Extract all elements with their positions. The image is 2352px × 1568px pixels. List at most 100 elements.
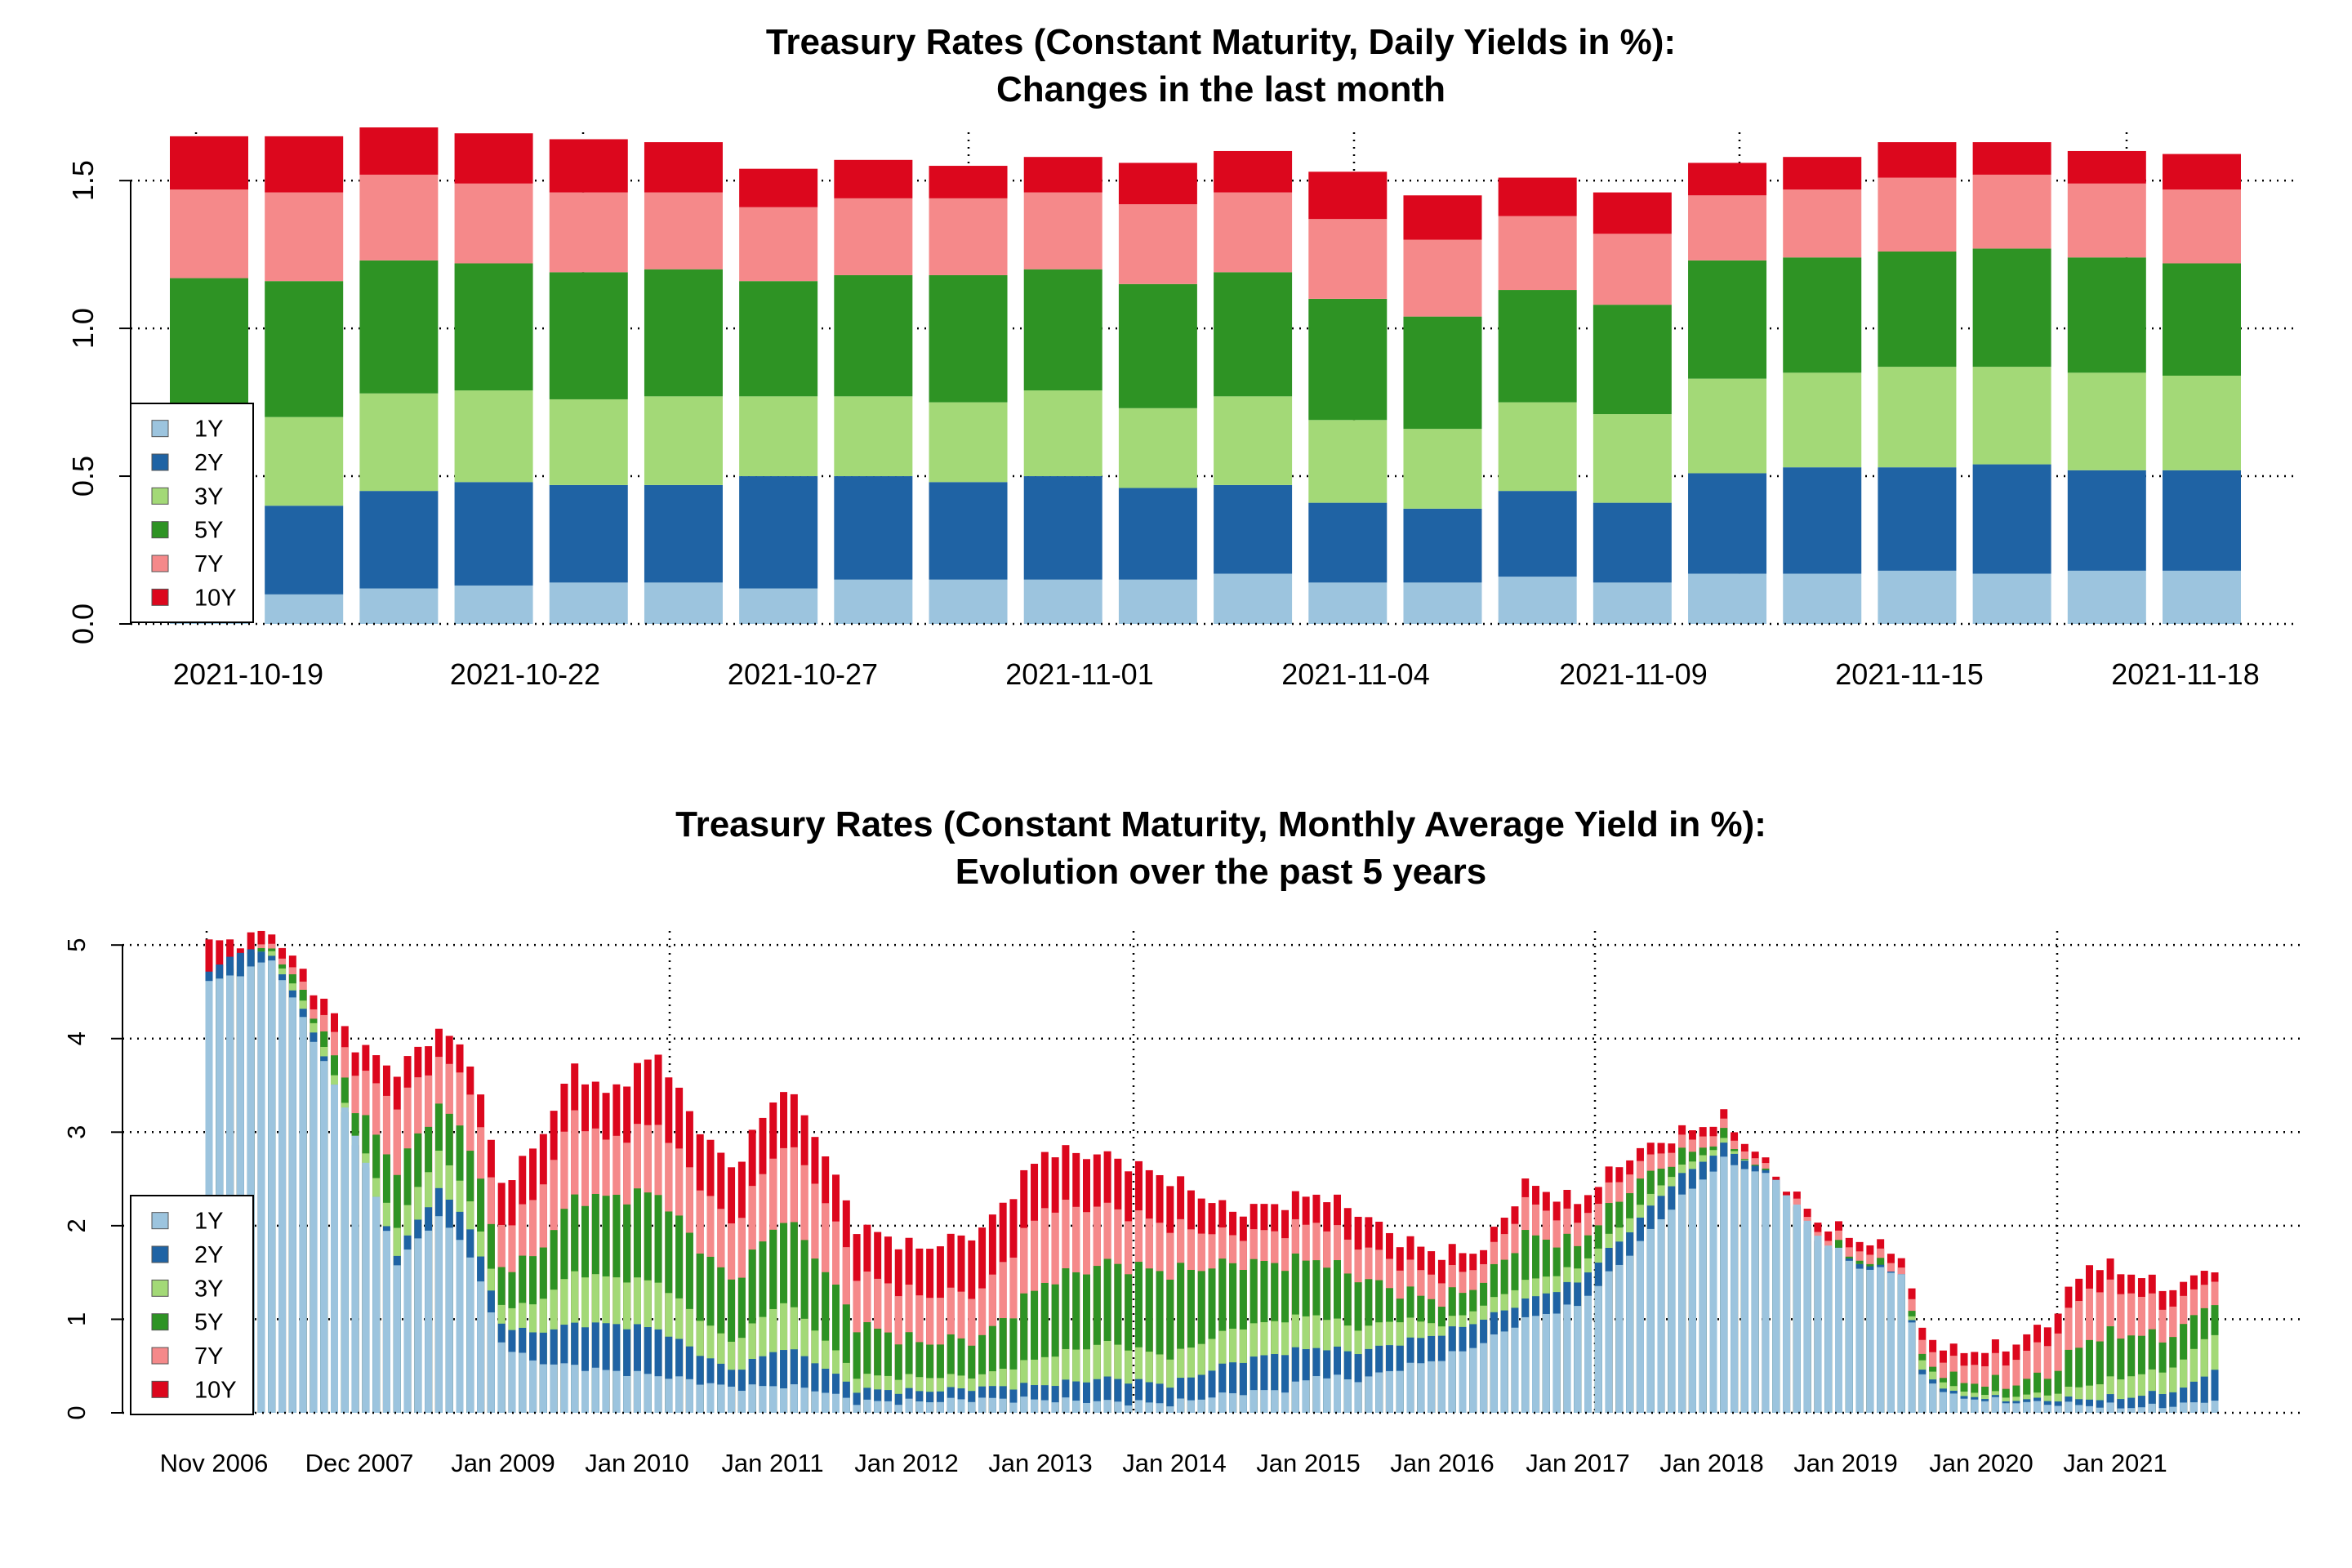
bar-2y (1177, 1378, 1185, 1413)
bar-1y (1385, 1370, 1393, 1413)
month-bar-group (2189, 1275, 2198, 1413)
month-bar-group (1239, 1216, 1247, 1413)
month-bar-group (1511, 1206, 1519, 1413)
month-bar-group (947, 1233, 955, 1413)
bar-1y (1584, 1295, 1592, 1413)
bar-5y (1051, 1284, 1059, 1413)
bar-1y (1218, 1392, 1227, 1413)
bar-1y (926, 1402, 934, 1413)
month-bar-group (268, 934, 276, 1413)
bar-segment-7y (1783, 189, 1862, 258)
bar-segment-5y (1403, 316, 1482, 430)
bar-stack (265, 136, 344, 624)
bar-2y (644, 1327, 652, 1413)
bar-5y (1009, 1318, 1018, 1413)
bar-2y (2180, 1388, 2188, 1413)
legend-label-7y: 7Y (194, 1343, 223, 1370)
month-bar-group (581, 1084, 589, 1413)
month-bar-group (602, 1093, 610, 1413)
bar-5y (842, 1304, 850, 1413)
bar-2y (1281, 1355, 1290, 1413)
bar-segment-5y (1972, 248, 2051, 368)
bar-segment-10y (1023, 157, 1102, 193)
legend-swatch-5y (151, 521, 169, 539)
bar-segment-10y (929, 166, 1008, 198)
bar-2y (1166, 1388, 1174, 1413)
bar-1y (623, 1375, 631, 1413)
month-bar-group (372, 1055, 381, 1413)
month-bar-group (1125, 1171, 1133, 1413)
month-bar-group (1260, 1204, 1268, 1413)
bar-3y (1093, 1344, 1101, 1413)
bar-1y (884, 1401, 892, 1413)
bar-1y (1396, 1370, 1404, 1413)
legend-box (130, 1195, 254, 1415)
month-bar-group (988, 1214, 996, 1413)
bar-2y (675, 1339, 684, 1413)
month-bar-group (2034, 1325, 2042, 1413)
bar-3y (1166, 1359, 1174, 1413)
legend-swatch-1y (151, 1212, 169, 1230)
bar-segment-7y (644, 192, 723, 270)
bar-5y (874, 1328, 882, 1413)
bar-5y (1062, 1268, 1070, 1413)
bar-1y (331, 1085, 338, 1413)
month-bar-group (675, 1087, 684, 1413)
bar-5y (978, 1334, 987, 1413)
month-bar-group (1375, 1221, 1383, 1413)
bar-segment-5y (1592, 305, 1672, 415)
bar-1y (257, 962, 265, 1413)
bar-2y (822, 1368, 830, 1413)
bar-segment-3y (1498, 402, 1577, 492)
bar-2y (968, 1391, 976, 1413)
month-bar-group (644, 1059, 652, 1413)
x-tick-label: 2021-10-19 (173, 657, 323, 691)
bar-1y (1615, 1264, 1624, 1413)
legend-label-7y: 7Y (194, 551, 223, 577)
bar-1y (2012, 1403, 2020, 1413)
legend-swatch-2y (151, 453, 169, 471)
month-bar-group (591, 1081, 599, 1413)
bar-2y (1051, 1386, 1059, 1413)
bar-segment-10y (1972, 142, 2051, 175)
bar-segment-5y (549, 272, 628, 399)
month-bar-group (978, 1227, 987, 1413)
bar-1y (1417, 1363, 1425, 1413)
y-tick-label: 5 (62, 938, 91, 952)
bar-2y (2211, 1370, 2219, 1413)
bar-segment-10y (739, 168, 818, 207)
bar-stack (1783, 157, 1862, 624)
monthly-yields-chart: Treasury Rates (Constant Maturity, Month… (0, 784, 2352, 1568)
bar-segment-3y (454, 390, 533, 483)
x-tick-label: Jan 2017 (1526, 1449, 1630, 1477)
month-bar-group (1574, 1204, 1582, 1413)
month-bar-group (2211, 1272, 2219, 1413)
bar-1y (1156, 1403, 1164, 1413)
bar-2y (769, 1352, 777, 1413)
bar-1y (748, 1384, 756, 1413)
bar-stack (1688, 163, 1767, 624)
bar-segment-5y (454, 263, 533, 391)
month-bar-group (1250, 1204, 1258, 1413)
month-bar-group (1814, 1223, 1822, 1413)
bar-1y (539, 1364, 547, 1413)
x-tick-label: 2021-11-09 (1559, 657, 1707, 691)
bar-segment-10y (1118, 163, 1197, 205)
bar-stack (644, 142, 723, 624)
month-bar-group (2180, 1281, 2188, 1413)
bar-1y (1312, 1376, 1321, 1413)
bar-2y (665, 1336, 673, 1413)
bar-1y (508, 1352, 516, 1413)
bar-1y (737, 1391, 746, 1413)
bar-5y (863, 1321, 871, 1413)
month-bar-group (1480, 1250, 1488, 1413)
bar-1y (1918, 1374, 1927, 1413)
legend: 1Y 2Y 3Y 5Y 7Y 10Y (130, 403, 254, 623)
bar-segment-3y (359, 393, 439, 492)
bar-1y (1062, 1397, 1070, 1413)
bar-1y (2034, 1401, 2042, 1413)
bar-5y (1134, 1262, 1143, 1413)
month-bar-group (226, 939, 234, 1413)
month-bar-group (1929, 1339, 1937, 1413)
bar-3y (1156, 1354, 1164, 1413)
